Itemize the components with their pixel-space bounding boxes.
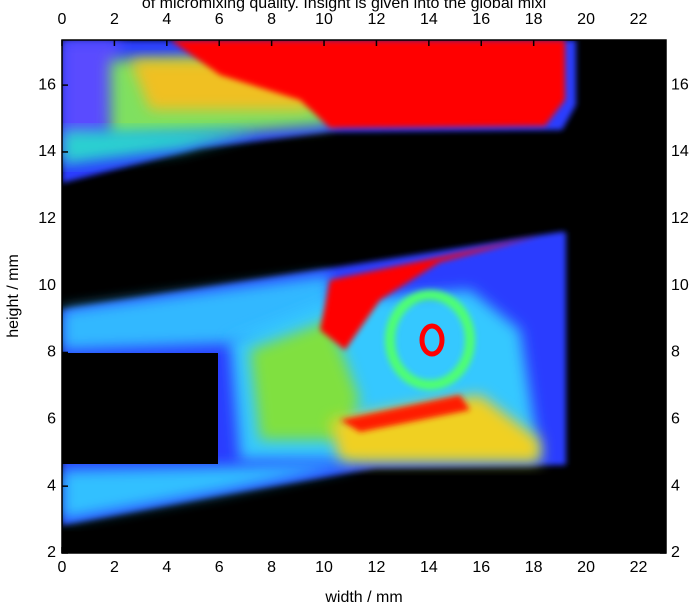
y-tick-label: 10 <box>38 277 56 294</box>
y-tick-label-right: 6 <box>671 411 680 428</box>
x-tick-label: 12 <box>368 559 386 576</box>
x-tick-label: 2 <box>110 559 119 576</box>
y-tick-label: 16 <box>38 76 56 93</box>
heatmap-image <box>62 40 666 553</box>
y-axis-label: height / mm <box>5 254 22 338</box>
y-tick-label-right: 16 <box>671 76 689 93</box>
x-tick-label: 6 <box>215 559 224 576</box>
x-tick-label: 20 <box>577 559 595 576</box>
x-tick-label-top: 6 <box>215 11 224 28</box>
plot-frame <box>61 39 667 554</box>
top-text: of micromixing quality. Insight is given… <box>142 0 546 12</box>
y-tick-label: 6 <box>47 411 56 428</box>
x-tick-label: 0 <box>58 559 67 576</box>
y-tick-label: 14 <box>38 143 56 160</box>
x-tick-label-top: 2 <box>110 11 119 28</box>
x-tick-label: 10 <box>315 559 333 576</box>
x-axis-label: width / mm <box>324 589 402 606</box>
y-tick-label-right: 12 <box>671 210 689 227</box>
x-tick-label-top: 0 <box>58 11 67 28</box>
y-tick-label: 12 <box>38 210 56 227</box>
x-tick-label: 8 <box>267 559 276 576</box>
y-tick-label: 4 <box>47 477 56 494</box>
x-tick-label-top: 14 <box>420 11 438 28</box>
x-tick-label: 4 <box>162 559 171 576</box>
x-tick-label-top: 20 <box>577 11 595 28</box>
y-tick-label: 8 <box>47 344 56 361</box>
y-tick-label-right: 8 <box>671 344 680 361</box>
x-tick-label: 14 <box>420 559 438 576</box>
x-tick-label-top: 4 <box>162 11 171 28</box>
x-tick-label: 22 <box>630 559 648 576</box>
x-tick-label-top: 22 <box>630 11 648 28</box>
x-tick-label-top: 18 <box>525 11 543 28</box>
x-tick-label: 16 <box>472 559 490 576</box>
y-tick-label: 2 <box>47 544 56 561</box>
y-tick-label-right: 4 <box>671 477 680 494</box>
x-tick-label: 18 <box>525 559 543 576</box>
x-tick-label-top: 12 <box>368 11 386 28</box>
x-tick-label-top: 8 <box>267 11 276 28</box>
y-tick-label-right: 10 <box>671 277 689 294</box>
y-tick-label-right: 2 <box>671 544 680 561</box>
x-tick-label-top: 16 <box>472 11 490 28</box>
y-tick-label-right: 14 <box>671 143 689 160</box>
x-tick-label-top: 10 <box>315 11 333 28</box>
